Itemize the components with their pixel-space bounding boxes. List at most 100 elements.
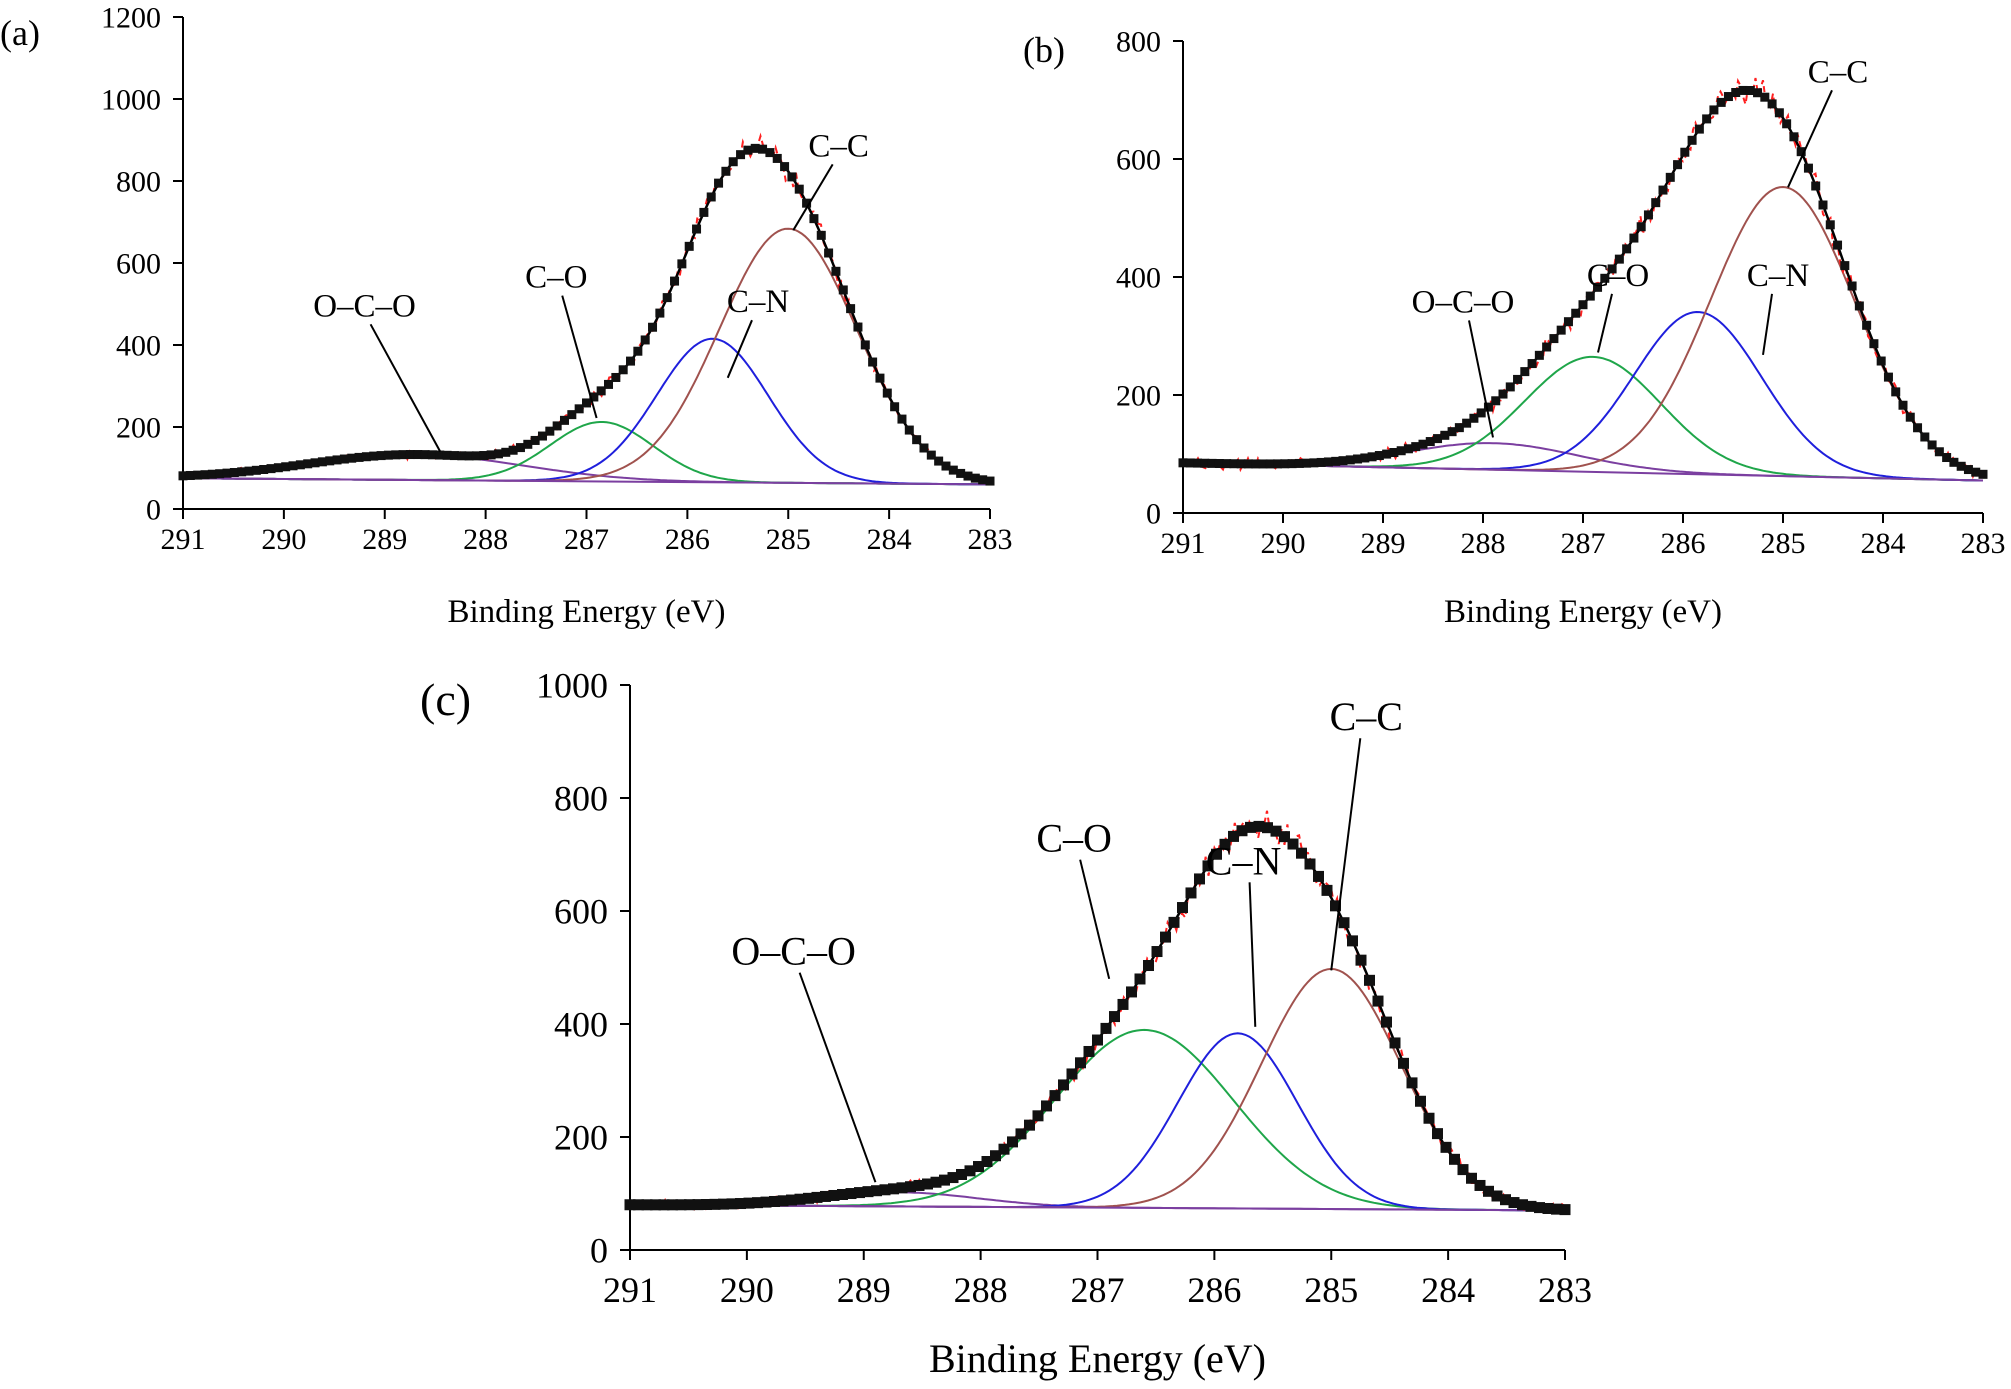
- data-point: [1207, 458, 1217, 468]
- data-point: [1355, 954, 1367, 966]
- x-tick-label: 287: [1071, 1270, 1125, 1310]
- data-point: [1782, 119, 1792, 129]
- data-point: [846, 304, 856, 314]
- panel-label: (b): [1023, 30, 1065, 70]
- data-point: [875, 373, 885, 383]
- data-point: [347, 453, 357, 463]
- x-tick-label: 283: [1961, 527, 2006, 560]
- peak-label-C-C: C–C: [808, 128, 869, 164]
- leader-line: [561, 295, 598, 419]
- data-point: [1862, 320, 1872, 330]
- data-point: [1513, 374, 1523, 384]
- x-axis-title: Binding Energy (eV): [447, 594, 725, 630]
- data-point: [1178, 458, 1188, 468]
- y-tick-label: 0: [1146, 498, 1161, 531]
- leader-line: [1330, 738, 1362, 971]
- data-point: [1280, 459, 1290, 469]
- data-point: [1251, 459, 1261, 469]
- data-point: [854, 1187, 865, 1199]
- x-tick-label: 288: [954, 1270, 1008, 1310]
- x-tick-label: 286: [665, 523, 710, 556]
- x-tick-label: 290: [720, 1270, 774, 1310]
- leader-line: [1597, 293, 1613, 353]
- data-point: [684, 241, 694, 251]
- data-point: [398, 450, 408, 460]
- data-point: [1563, 317, 1573, 327]
- leader-line: [1468, 320, 1494, 438]
- data-point: [973, 1161, 984, 1173]
- y-tick-label: 0: [146, 494, 161, 527]
- peak-label-C-O: C–O: [525, 260, 587, 296]
- data-point: [1353, 454, 1363, 464]
- leader-line: [1762, 293, 1773, 356]
- data-point: [1415, 1095, 1426, 1107]
- data-point: [281, 462, 291, 472]
- data-point: [273, 463, 283, 473]
- data-point: [413, 450, 423, 460]
- data-point: [1920, 432, 1930, 442]
- data-point: [1007, 1136, 1018, 1148]
- data-point: [1825, 220, 1835, 230]
- data-point: [1032, 1110, 1044, 1122]
- data-point: [1323, 457, 1333, 467]
- data-point: [641, 1199, 653, 1211]
- data-point: [1651, 198, 1661, 208]
- data-point: [913, 1179, 925, 1191]
- leader-line: [1787, 89, 1833, 188]
- data-point: [939, 1174, 950, 1186]
- data-point: [1228, 830, 1239, 842]
- leader-line: [1248, 882, 1257, 1027]
- data-point: [1389, 1037, 1401, 1049]
- data-point: [1262, 822, 1273, 834]
- data-point: [772, 153, 782, 163]
- data-point: [310, 458, 320, 468]
- data-point: [1818, 200, 1828, 210]
- data-point: [684, 1199, 695, 1211]
- data-point: [1956, 461, 1966, 471]
- data-point: [1143, 960, 1154, 972]
- data-point: [1556, 325, 1566, 335]
- data-point: [1015, 1128, 1027, 1140]
- data-point: [1585, 291, 1595, 301]
- data-point: [692, 224, 702, 234]
- x-tick-label: 290: [1261, 527, 1306, 560]
- data-point: [501, 447, 511, 457]
- data-point: [905, 1181, 916, 1193]
- y-tick-label: 800: [116, 166, 161, 199]
- data-point: [1789, 132, 1799, 142]
- data-point: [1200, 458, 1210, 468]
- data-point: [1253, 820, 1265, 832]
- data-point: [956, 468, 966, 478]
- data-point: [743, 1197, 755, 1209]
- data-point: [658, 1199, 670, 1211]
- data-point: [706, 192, 716, 202]
- fit-envelope: [1182, 88, 1984, 476]
- data-point: [1534, 350, 1544, 360]
- data-point: [1517, 1199, 1528, 1211]
- data-point: [862, 1186, 874, 1198]
- data-point: [1466, 1172, 1477, 1184]
- data-point: [811, 1191, 823, 1203]
- data-point: [1440, 430, 1450, 440]
- data-point: [709, 1198, 721, 1210]
- y-tick-label: 1200: [101, 2, 161, 35]
- data-point: [1214, 459, 1224, 469]
- data-point: [820, 1190, 831, 1202]
- y-tick-label: 800: [554, 779, 608, 819]
- data-point: [677, 259, 687, 269]
- x-tick-label: 288: [1461, 527, 1506, 560]
- data-point: [237, 467, 247, 477]
- x-tick-label: 283: [1538, 1270, 1592, 1310]
- data-point: [1398, 1057, 1409, 1069]
- data-point: [1767, 99, 1777, 109]
- data-point: [1971, 467, 1981, 477]
- peak-label-C-O: C–O: [1036, 816, 1112, 861]
- data-point: [824, 248, 834, 258]
- data-point: [735, 1198, 746, 1210]
- data-point: [523, 439, 533, 449]
- data-point: [1527, 359, 1537, 369]
- data-point: [442, 450, 452, 460]
- data-point: [1898, 400, 1908, 410]
- data-point: [1447, 427, 1457, 437]
